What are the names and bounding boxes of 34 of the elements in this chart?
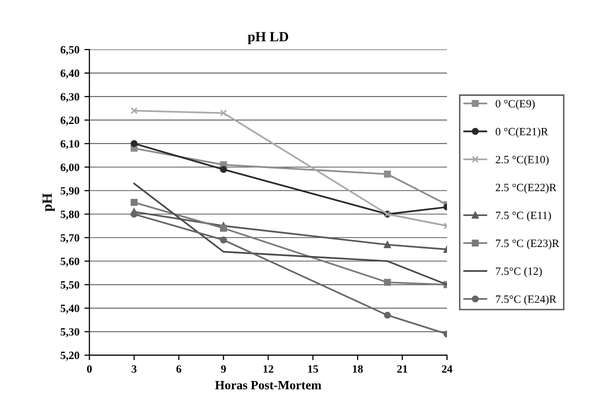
x-tick-label: 15 <box>308 365 318 373</box>
y-tick-label: 6,00 <box>60 164 80 173</box>
y-tick-label: 6,20 <box>60 116 80 126</box>
x-tick-label: 21 <box>397 365 408 373</box>
y-tick-label: 5,20 <box>60 352 80 361</box>
chart-title: pH LD <box>248 32 288 44</box>
x-axis-title: Horas Post-Mortem <box>215 381 322 390</box>
x-tick-label: 12 <box>264 365 274 373</box>
x-tick-label: 24 <box>442 365 452 373</box>
x-tick-label: 6 <box>176 365 182 373</box>
y-tick-label: 6,40 <box>60 70 80 79</box>
y-tick-label: 5,50 <box>60 281 80 290</box>
y-tick-label: 5,60 <box>60 258 80 267</box>
y-axis-title: pH <box>42 193 55 212</box>
legend-label: 0 °C(E21)R <box>496 128 548 138</box>
y-tick-label: 6,10 <box>60 140 80 150</box>
y-tick-label: 6,50 <box>60 46 80 56</box>
y-tick-label: 5,70 <box>60 234 80 244</box>
y-tick-label: 6,30 <box>60 93 80 102</box>
text: 2.5 °C(E22)R <box>496 183 556 194</box>
legend-label: 7.5 °C (E11) <box>496 211 551 222</box>
legend-label: 2.5 °C(E10) <box>496 155 549 166</box>
x-tick-label: 9 <box>221 365 226 373</box>
x-tick-label: 18 <box>352 365 363 373</box>
y-tick-label: 5,30 <box>60 328 80 338</box>
y-tick-label: 5,90 <box>60 187 80 196</box>
y-tick-label: 5,40 <box>60 304 80 314</box>
legend-label: 7.5°C (E24)R <box>496 295 556 306</box>
x-tick-label: 0 <box>87 365 92 373</box>
legend-label: 0 °C(E9) <box>496 100 535 110</box>
legend-label: 7.5°C (12) <box>496 267 542 278</box>
legend-label: 7.5 °C (E23)R <box>496 239 560 250</box>
y-tick-label: 5,80 <box>60 210 80 220</box>
x-tick-label: 3 <box>132 365 136 373</box>
